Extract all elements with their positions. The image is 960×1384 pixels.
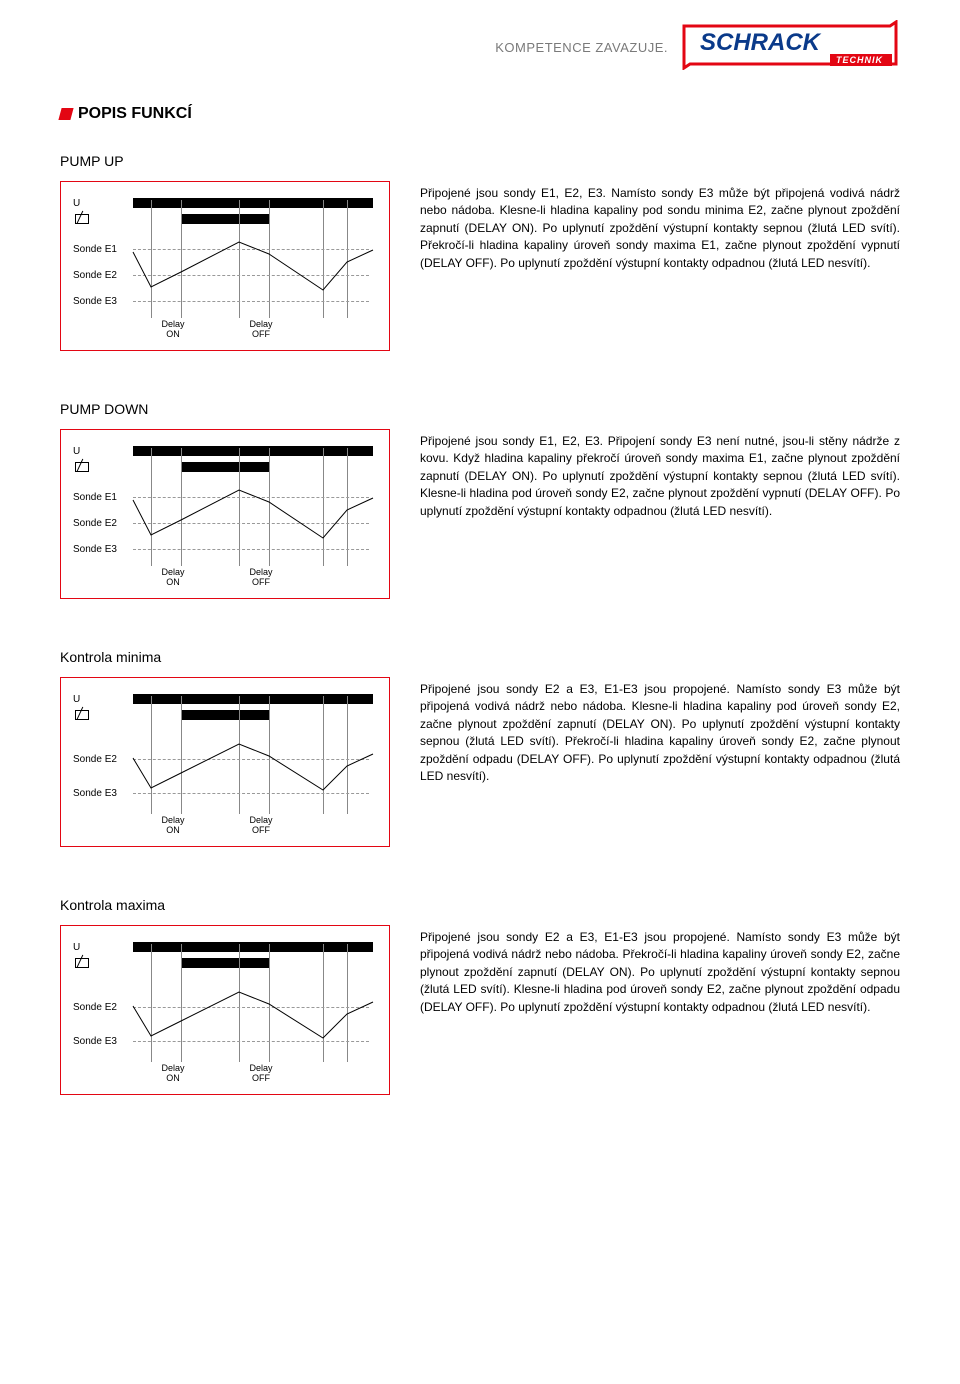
section-description: Připojené jsou sondy E2 a E3, E1-E3 jsou…	[420, 677, 900, 785]
x-axis-label: DelayOFF	[241, 816, 281, 836]
level-curve	[73, 688, 377, 836]
logo-main-text: SCHRACK	[700, 29, 822, 56]
level-curve	[73, 440, 377, 588]
function-row: USonde E2Sonde E3DelayONDelayOFFPřipojen…	[60, 677, 900, 847]
section-subtitle: PUMP UP	[60, 153, 900, 169]
schrack-logo: SCHRACK TECHNIK	[680, 20, 900, 75]
section-description: Připojené jsou sondy E1, E2, E3. Připoje…	[420, 429, 900, 520]
x-axis-label: DelayON	[153, 1064, 193, 1084]
function-row: USonde E1Sonde E2Sonde E3DelayONDelayOFF…	[60, 429, 900, 599]
timing-diagram: USonde E2Sonde E3DelayONDelayOFF	[60, 925, 390, 1095]
section-subtitle: PUMP DOWN	[60, 401, 900, 417]
section-description: Připojené jsou sondy E2 a E3, E1-E3 jsou…	[420, 925, 900, 1016]
level-curve	[73, 192, 377, 340]
x-axis-label: DelayON	[153, 320, 193, 340]
page-header: KOMPETENCE ZAVAZUJE. SCHRACK TECHNIK	[60, 20, 900, 75]
timing-diagram: USonde E2Sonde E3DelayONDelayOFF	[60, 677, 390, 847]
timing-diagram: USonde E1Sonde E2Sonde E3DelayONDelayOFF	[60, 181, 390, 351]
tagline: KOMPETENCE ZAVAZUJE.	[495, 40, 668, 55]
bullet-icon	[58, 108, 73, 120]
x-axis-label: DelayOFF	[241, 320, 281, 340]
x-axis-label: DelayON	[153, 568, 193, 588]
section-subtitle: Kontrola maxima	[60, 897, 900, 913]
function-row: USonde E1Sonde E2Sonde E3DelayONDelayOFF…	[60, 181, 900, 351]
level-curve	[73, 936, 377, 1084]
page-title-text: POPIS FUNKCÍ	[78, 105, 192, 123]
timing-diagram: USonde E1Sonde E2Sonde E3DelayONDelayOFF	[60, 429, 390, 599]
section-subtitle: Kontrola minima	[60, 649, 900, 665]
svg-text:TECHNIK: TECHNIK	[836, 55, 883, 65]
function-row: USonde E2Sonde E3DelayONDelayOFFPřipojen…	[60, 925, 900, 1095]
section-description: Připojené jsou sondy E1, E2, E3. Namísto…	[420, 181, 900, 272]
x-axis-label: DelayOFF	[241, 568, 281, 588]
page-title: POPIS FUNKCÍ	[60, 105, 900, 123]
x-axis-label: DelayOFF	[241, 1064, 281, 1084]
x-axis-label: DelayON	[153, 816, 193, 836]
